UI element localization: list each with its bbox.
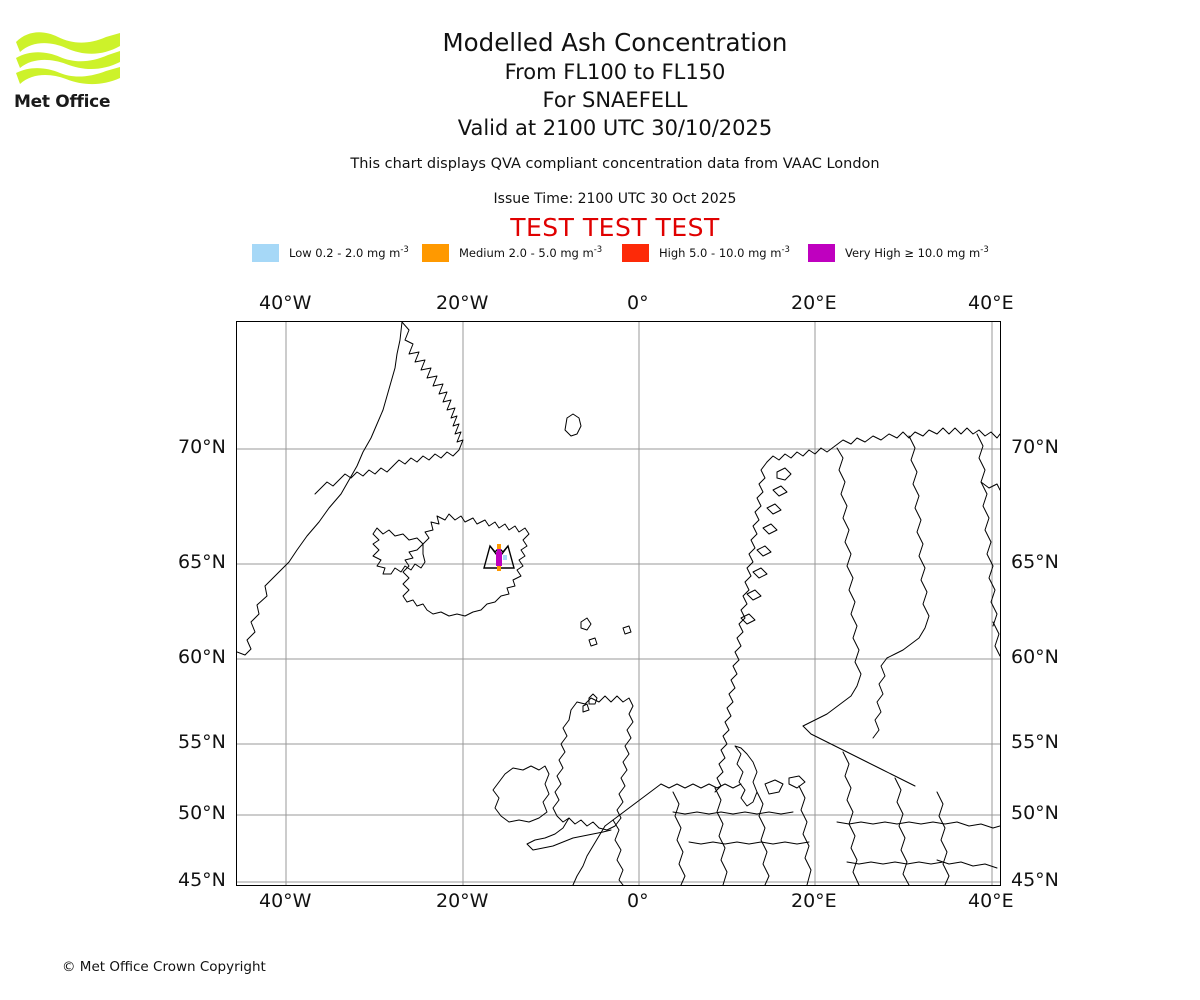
lon-label-bottom-3: 20°E xyxy=(791,890,837,912)
lat-label-left-2: 60°N xyxy=(178,646,226,668)
legend-swatch-1 xyxy=(422,244,449,262)
chart-title-block: Modelled Ash Concentration From FL100 to… xyxy=(300,28,930,142)
lat-label-left-1: 65°N xyxy=(178,551,226,573)
ash-plume-contour xyxy=(483,544,515,571)
lon-label-top-0: 40°W xyxy=(259,292,312,314)
lon-label-bottom-1: 20°W xyxy=(436,890,489,912)
copyright-footer: © Met Office Crown Copyright xyxy=(62,959,266,975)
legend-swatch-2 xyxy=(622,244,649,262)
map-gridlines xyxy=(237,322,1000,885)
lon-label-bottom-2: 0° xyxy=(627,890,649,912)
map-coastlines xyxy=(237,322,1000,885)
legend-label-2: High 5.0 - 10.0 mg m-3 xyxy=(659,245,790,260)
lat-label-left-3: 55°N xyxy=(178,731,226,753)
legend-label-3: Very High ≥ 10.0 mg m-3 xyxy=(845,245,989,260)
lat-label-right-1: 65°N xyxy=(1011,551,1059,573)
legend-label-0: Low 0.2 - 2.0 mg m-3 xyxy=(289,245,409,260)
map-plot-area xyxy=(236,321,1001,886)
lat-label-right-4: 50°N xyxy=(1011,802,1059,824)
page-title: Modelled Ash Concentration xyxy=(442,28,788,57)
lat-label-right-3: 55°N xyxy=(1011,731,1059,753)
lat-label-right-5: 45°N xyxy=(1011,869,1059,891)
flight-level-range: From FL100 to FL150 xyxy=(504,60,726,84)
lat-label-left-0: 70°N xyxy=(178,436,226,458)
concentration-legend: Low 0.2 - 2.0 mg m-3 Medium 2.0 - 5.0 mg … xyxy=(0,243,1200,265)
legend-swatch-0 xyxy=(252,244,279,262)
lon-label-top-4: 40°E xyxy=(968,292,1014,314)
legend-label-1: Medium 2.0 - 5.0 mg m-3 xyxy=(459,245,603,260)
issue-time: Issue Time: 2100 UTC 30 Oct 2025 xyxy=(493,191,737,207)
lon-label-top-2: 0° xyxy=(627,292,649,314)
lon-label-bottom-4: 40°E xyxy=(968,890,1014,912)
volcano-name: For SNAEFELL xyxy=(542,88,688,112)
lat-label-left-5: 45°N xyxy=(178,869,226,891)
met-office-logo-text: Met Office xyxy=(14,92,111,112)
lat-label-right-2: 60°N xyxy=(1011,646,1059,668)
valid-time: Valid at 2100 UTC 30/10/2025 xyxy=(457,116,773,140)
qva-note: This chart displays QVA compliant concen… xyxy=(350,156,880,172)
met-office-logo xyxy=(14,28,124,113)
lon-label-top-1: 20°W xyxy=(436,292,489,314)
lon-label-bottom-0: 40°W xyxy=(259,890,312,912)
lat-label-right-0: 70°N xyxy=(1011,436,1059,458)
test-banner: TEST TEST TEST xyxy=(510,213,720,242)
legend-swatch-3 xyxy=(808,244,835,262)
lon-label-top-3: 20°E xyxy=(791,292,837,314)
lat-label-left-4: 50°N xyxy=(178,802,226,824)
